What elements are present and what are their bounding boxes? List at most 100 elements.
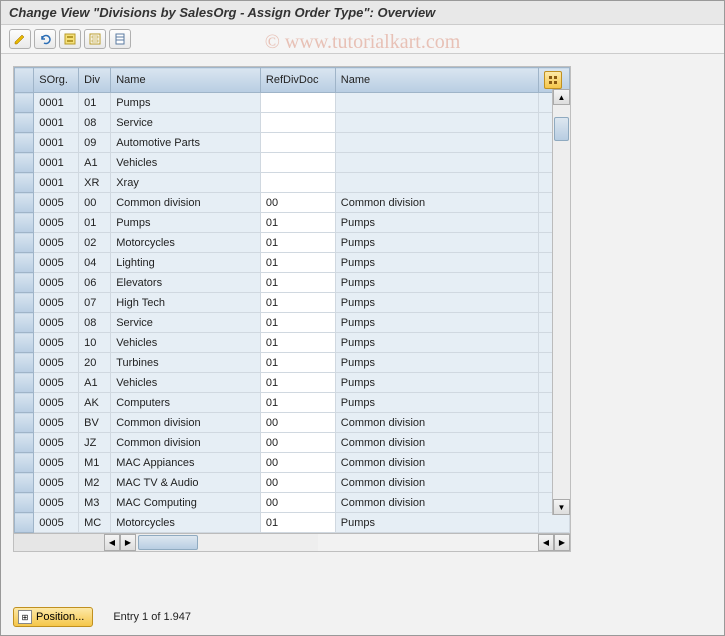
table-row[interactable]: 000501Pumps01Pumps (15, 213, 570, 233)
scroll-right-icon[interactable]: ▶ (120, 534, 136, 551)
cell-refdiv[interactable]: 00 (260, 493, 335, 513)
cell-refdiv[interactable] (260, 173, 335, 193)
row-selector[interactable] (15, 473, 34, 493)
cell-refdiv[interactable] (260, 113, 335, 133)
row-selector[interactable] (15, 513, 34, 533)
cell-refdiv[interactable]: 00 (260, 193, 335, 213)
row-selector[interactable] (15, 333, 34, 353)
table-row[interactable]: 0005M1MAC Appiances00Common division (15, 453, 570, 473)
row-selector[interactable] (15, 133, 34, 153)
row-selector[interactable] (15, 293, 34, 313)
vertical-scrollbar[interactable]: ▲ ▼ (552, 89, 570, 515)
cell-refdiv[interactable]: 01 (260, 393, 335, 413)
cell-end (538, 513, 569, 533)
table-row[interactable]: 000507High Tech01Pumps (15, 293, 570, 313)
table-row[interactable]: 000109Automotive Parts (15, 133, 570, 153)
cell-refdiv[interactable]: 00 (260, 453, 335, 473)
table-row[interactable]: 0005JZCommon division00Common division (15, 433, 570, 453)
cell-refdiv[interactable]: 01 (260, 333, 335, 353)
cell-refdiv[interactable]: 01 (260, 273, 335, 293)
table-row[interactable]: 0005BVCommon division00Common division (15, 413, 570, 433)
scroll-right2-icon[interactable]: ▶ (554, 534, 570, 551)
row-selector[interactable] (15, 393, 34, 413)
cell-refdiv[interactable]: 01 (260, 213, 335, 233)
table-row[interactable]: 000506Elevators01Pumps (15, 273, 570, 293)
cell-refdiv[interactable] (260, 153, 335, 173)
table-row[interactable]: 0005AKComputers01Pumps (15, 393, 570, 413)
row-selector[interactable] (15, 173, 34, 193)
col-sorg[interactable]: SOrg. (34, 68, 79, 93)
table-row[interactable]: 000502Motorcycles01Pumps (15, 233, 570, 253)
delimit-icon[interactable] (109, 29, 131, 49)
cell-refdiv[interactable]: 01 (260, 253, 335, 273)
table-row[interactable]: 0005M3MAC Computing00Common division (15, 493, 570, 513)
row-selector[interactable] (15, 413, 34, 433)
table-row[interactable]: 0005MCMotorcycles01Pumps (15, 513, 570, 533)
row-selector[interactable] (15, 233, 34, 253)
cell-name1: Common division (111, 193, 261, 213)
cell-name2: Common division (335, 193, 538, 213)
cell-name1: Motorcycles (111, 513, 261, 533)
table-row[interactable]: 000510Vehicles01Pumps (15, 333, 570, 353)
row-selector[interactable] (15, 193, 34, 213)
cell-sorg: 0001 (34, 93, 79, 113)
cell-refdiv[interactable] (260, 93, 335, 113)
cell-refdiv[interactable]: 01 (260, 293, 335, 313)
cell-refdiv[interactable]: 00 (260, 433, 335, 453)
row-selector[interactable] (15, 353, 34, 373)
col-name2[interactable]: Name (335, 68, 538, 93)
row-selector[interactable] (15, 213, 34, 233)
cell-refdiv[interactable]: 01 (260, 513, 335, 533)
table-row[interactable]: 0001A1Vehicles (15, 153, 570, 173)
row-selector[interactable] (15, 113, 34, 133)
cell-div: 10 (79, 333, 111, 353)
col-div[interactable]: Div (79, 68, 111, 93)
cell-name2: Pumps (335, 513, 538, 533)
row-selector[interactable] (15, 453, 34, 473)
select-all-icon[interactable] (59, 29, 81, 49)
cell-sorg: 0005 (34, 273, 79, 293)
col-refdiv[interactable]: RefDivDoc (260, 68, 335, 93)
table-row[interactable]: 000108Service (15, 113, 570, 133)
row-selector[interactable] (15, 153, 34, 173)
cell-refdiv[interactable] (260, 133, 335, 153)
cell-refdiv[interactable]: 01 (260, 373, 335, 393)
scroll-left-icon[interactable]: ◀ (104, 534, 120, 551)
row-selector[interactable] (15, 433, 34, 453)
table-row[interactable]: 0001XRXray (15, 173, 570, 193)
table-row[interactable]: 0005A1Vehicles01Pumps (15, 373, 570, 393)
scroll-up-icon[interactable]: ▲ (553, 89, 570, 105)
row-selector[interactable] (15, 93, 34, 113)
cell-refdiv[interactable]: 00 (260, 413, 335, 433)
col-selector[interactable] (15, 68, 34, 93)
table-row[interactable]: 000500Common division00Common division (15, 193, 570, 213)
cell-refdiv[interactable]: 00 (260, 473, 335, 493)
table-row[interactable]: 000101Pumps (15, 93, 570, 113)
table-settings-icon[interactable] (544, 71, 562, 89)
cell-refdiv[interactable]: 01 (260, 353, 335, 373)
hscroll-thumb[interactable] (138, 535, 198, 550)
row-selector[interactable] (15, 253, 34, 273)
table-row[interactable]: 000508Service01Pumps (15, 313, 570, 333)
position-button[interactable]: ⊞ Position... (13, 607, 93, 627)
cell-name2: Pumps (335, 253, 538, 273)
deselect-all-icon[interactable] (84, 29, 106, 49)
edit-icon[interactable] (9, 29, 31, 49)
undo-icon[interactable] (34, 29, 56, 49)
row-selector[interactable] (15, 313, 34, 333)
scroll-down-icon[interactable]: ▼ (553, 499, 570, 515)
table-row[interactable]: 000504Lighting01Pumps (15, 253, 570, 273)
row-selector[interactable] (15, 373, 34, 393)
scroll-left2-icon[interactable]: ◀ (538, 534, 554, 551)
table-row[interactable]: 0005M2MAC TV & Audio00Common division (15, 473, 570, 493)
horizontal-scrollbar[interactable]: ◀ ▶ ◀ ▶ (14, 533, 570, 551)
cell-refdiv[interactable]: 01 (260, 313, 335, 333)
cell-refdiv[interactable]: 01 (260, 233, 335, 253)
col-name1[interactable]: Name (111, 68, 261, 93)
table-row[interactable]: 000520Turbines01Pumps (15, 353, 570, 373)
scroll-thumb[interactable] (554, 117, 569, 141)
row-selector[interactable] (15, 493, 34, 513)
cell-name1: Computers (111, 393, 261, 413)
cell-sorg: 0001 (34, 113, 79, 133)
row-selector[interactable] (15, 273, 34, 293)
